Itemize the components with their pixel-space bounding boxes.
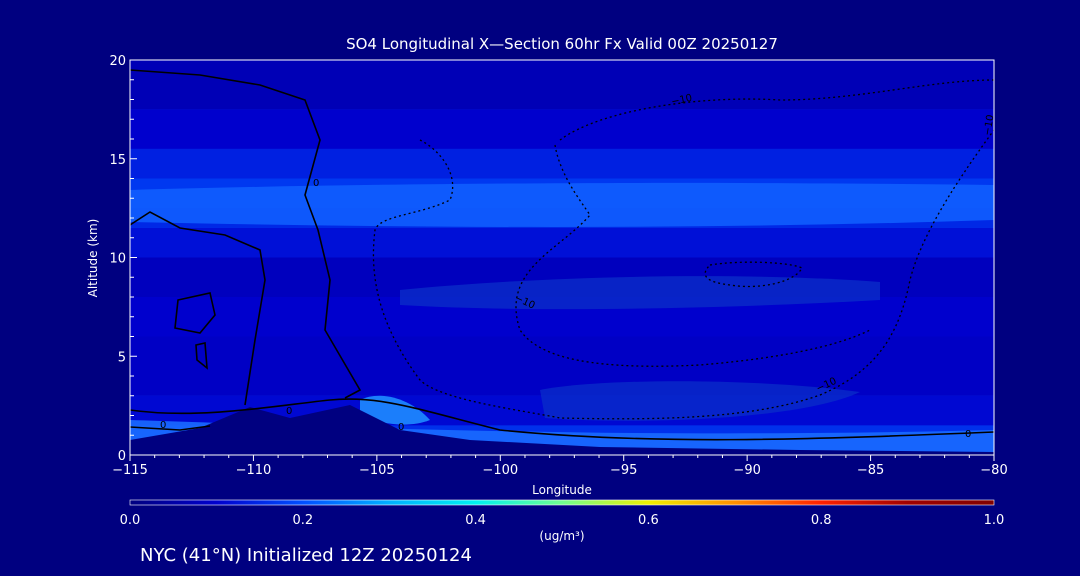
x-tick-label: −105 xyxy=(359,463,395,478)
contour-label: 0 xyxy=(286,406,292,417)
x-tick-label: −100 xyxy=(482,463,518,478)
surface-cyan-patch xyxy=(360,395,430,425)
concentration-band xyxy=(130,148,994,179)
x-tick-label: −85 xyxy=(857,463,884,478)
colorbar xyxy=(129,499,995,506)
contour-zero-near-surface xyxy=(130,425,211,431)
concentration-band xyxy=(130,336,994,396)
upper-bright-layer xyxy=(130,182,994,227)
y-tick-label: 0 xyxy=(118,449,126,464)
colorbar-tick-label: 0.2 xyxy=(292,513,313,528)
contour-label: 0 xyxy=(313,178,319,189)
y-axis-label: Altitude (km) xyxy=(86,219,100,298)
contour-label: 0 xyxy=(160,420,166,431)
concentration-band xyxy=(130,227,994,258)
x-tick-label: −110 xyxy=(236,463,272,478)
mid-dark-layer xyxy=(400,276,880,310)
footer-location: NYC (41°N) Initialized 12Z 20250124 xyxy=(140,545,472,566)
contour-zero-main xyxy=(130,69,362,399)
y-tick-label: 5 xyxy=(118,350,126,365)
contour-zero-surface xyxy=(130,398,994,441)
y-tick-label: 15 xyxy=(109,153,126,168)
dotted-contours xyxy=(372,79,994,420)
contour-label: 0 xyxy=(965,429,971,440)
contour-neg10-loop xyxy=(704,261,803,288)
y-axis: 0 5 10 15 20 xyxy=(109,54,137,464)
colorbar-tick-label: 1.0 xyxy=(984,513,1005,528)
contour-zero-loop-1 xyxy=(174,292,216,334)
colorbar-tick-label: 0.6 xyxy=(638,513,659,528)
contour-neg10-1 xyxy=(372,129,994,420)
chart-title: SO4 Longitudinal X—Section 60hr Fx Valid… xyxy=(346,35,778,53)
x-tick-label: −90 xyxy=(733,463,760,478)
plot-area xyxy=(130,60,994,455)
contour-neg10-3 xyxy=(515,144,871,367)
x-axis-label: Longitude xyxy=(532,483,592,497)
contour-zero-loop-2 xyxy=(195,342,208,370)
concentration-band xyxy=(130,60,994,110)
contour-label: −10 xyxy=(982,114,996,137)
colorbar-units: (ug/m³) xyxy=(539,529,584,543)
contour-zero-left xyxy=(130,211,266,406)
concentration-band xyxy=(130,109,994,149)
x-tick-label: −95 xyxy=(610,463,637,478)
solid-contours xyxy=(130,69,994,441)
y-tick-label: 10 xyxy=(109,252,126,267)
lower-dark-pocket xyxy=(540,381,860,421)
x-axis: −115 −110 −105 −100 −95 −90 −85 −80 xyxy=(112,455,1008,478)
colorbar-tick-label: 0.0 xyxy=(120,513,141,528)
x-tick-label: −80 xyxy=(980,463,1007,478)
contour-label: −10 xyxy=(670,93,693,108)
contour-label: 0 xyxy=(398,422,404,433)
colorbar-tick-label: 0.8 xyxy=(811,513,832,528)
colorbar-ticks: 0.0 0.2 0.4 0.6 0.8 1.0 xyxy=(120,513,1005,528)
contour-neg10-2 xyxy=(559,79,994,141)
y-tick-label: 20 xyxy=(109,54,126,69)
terrain xyxy=(130,405,994,455)
x-tick-label: −115 xyxy=(112,463,148,478)
colorbar-tick-label: 0.4 xyxy=(465,513,486,528)
